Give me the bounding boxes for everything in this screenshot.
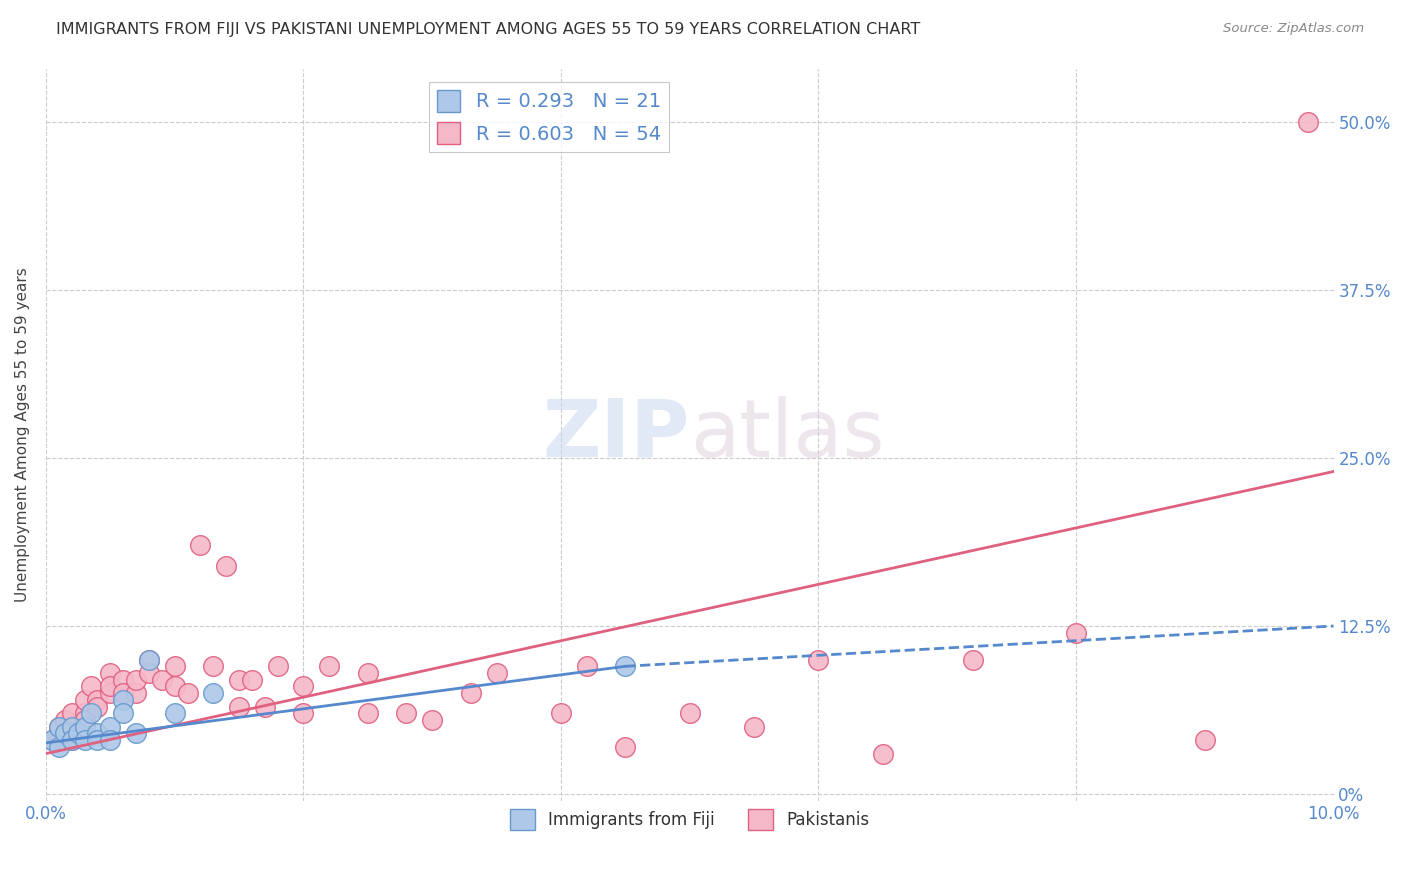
Point xyxy=(98,665,121,680)
Point xyxy=(460,686,482,700)
Point xyxy=(357,665,380,680)
Text: Source: ZipAtlas.com: Source: ZipAtlas.com xyxy=(1223,22,1364,36)
Point xyxy=(80,706,103,721)
Point xyxy=(60,720,83,734)
Point xyxy=(267,659,290,673)
Point xyxy=(1296,115,1319,129)
Point xyxy=(163,680,186,694)
Point xyxy=(679,706,702,721)
Point xyxy=(550,706,572,721)
Point xyxy=(73,720,96,734)
Point xyxy=(73,713,96,727)
Point xyxy=(240,673,263,687)
Point xyxy=(125,673,148,687)
Point xyxy=(575,659,598,673)
Point xyxy=(60,733,83,747)
Point xyxy=(86,699,108,714)
Point xyxy=(60,706,83,721)
Point xyxy=(86,693,108,707)
Point xyxy=(807,652,830,666)
Point xyxy=(73,706,96,721)
Point xyxy=(125,726,148,740)
Point xyxy=(614,739,637,754)
Point xyxy=(48,733,70,747)
Point xyxy=(150,673,173,687)
Point xyxy=(112,693,135,707)
Point xyxy=(48,739,70,754)
Point xyxy=(48,720,70,734)
Point xyxy=(60,733,83,747)
Point xyxy=(420,713,443,727)
Point xyxy=(190,538,212,552)
Point xyxy=(215,558,238,573)
Point xyxy=(138,652,160,666)
Point xyxy=(292,680,315,694)
Point xyxy=(228,699,250,714)
Point xyxy=(73,733,96,747)
Point xyxy=(318,659,340,673)
Point xyxy=(60,720,83,734)
Point xyxy=(202,686,225,700)
Text: ZIP: ZIP xyxy=(543,395,690,474)
Point xyxy=(1064,625,1087,640)
Point xyxy=(86,726,108,740)
Legend: R = 0.293   N = 21, R = 0.603   N = 54: R = 0.293 N = 21, R = 0.603 N = 54 xyxy=(429,82,669,153)
Point xyxy=(253,699,276,714)
Point xyxy=(73,693,96,707)
Point xyxy=(98,720,121,734)
Point xyxy=(48,720,70,734)
Point xyxy=(41,733,63,747)
Text: atlas: atlas xyxy=(690,395,884,474)
Point xyxy=(485,665,508,680)
Point xyxy=(202,659,225,673)
Point xyxy=(163,659,186,673)
Point xyxy=(614,659,637,673)
Point xyxy=(872,747,894,761)
Point xyxy=(395,706,418,721)
Point xyxy=(112,686,135,700)
Point xyxy=(357,706,380,721)
Point xyxy=(67,726,90,740)
Text: IMMIGRANTS FROM FIJI VS PAKISTANI UNEMPLOYMENT AMONG AGES 55 TO 59 YEARS CORRELA: IMMIGRANTS FROM FIJI VS PAKISTANI UNEMPL… xyxy=(56,22,921,37)
Point xyxy=(98,733,121,747)
Point xyxy=(80,680,103,694)
Point xyxy=(86,733,108,747)
Point xyxy=(163,706,186,721)
Point xyxy=(98,686,121,700)
Point xyxy=(53,726,76,740)
Point xyxy=(112,706,135,721)
Point xyxy=(176,686,198,700)
Point xyxy=(98,680,121,694)
Point xyxy=(125,686,148,700)
Point xyxy=(962,652,984,666)
Point xyxy=(1194,733,1216,747)
Point xyxy=(112,673,135,687)
Y-axis label: Unemployment Among Ages 55 to 59 years: Unemployment Among Ages 55 to 59 years xyxy=(15,268,30,602)
Point xyxy=(41,733,63,747)
Point xyxy=(138,652,160,666)
Point xyxy=(138,665,160,680)
Point xyxy=(292,706,315,721)
Point xyxy=(53,713,76,727)
Point xyxy=(742,720,765,734)
Point xyxy=(228,673,250,687)
